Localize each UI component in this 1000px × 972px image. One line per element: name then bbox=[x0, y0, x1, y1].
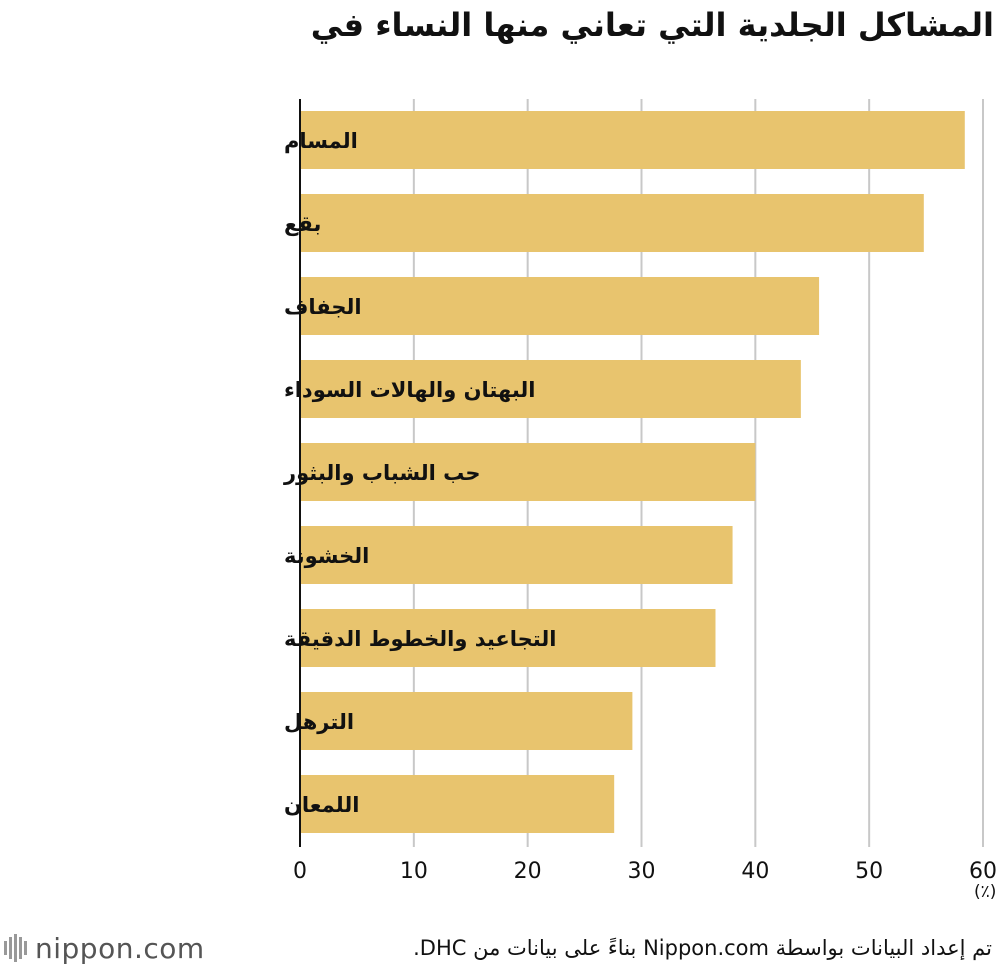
logo-bars-icon bbox=[4, 934, 27, 962]
category-label: حب الشباب والبثور bbox=[283, 461, 481, 485]
nippon-logo: nippon.com bbox=[4, 928, 205, 968]
logo-text: nippon.com bbox=[35, 931, 205, 965]
source-note: تم إعداد البيانات بواسطة Nippon.com بناء… bbox=[413, 936, 992, 960]
bar bbox=[300, 609, 716, 667]
category-label: التجاعيد والخطوط الدقيقة bbox=[284, 627, 556, 651]
x-tick-label: 40 bbox=[741, 859, 769, 884]
x-tick-label: 60 bbox=[969, 859, 997, 884]
x-tick-label: 10 bbox=[400, 859, 428, 884]
bar-layer bbox=[300, 111, 965, 833]
category-label-layer: المسام بقع الجفاف البهتان والهالات السوداء ح… bbox=[283, 129, 556, 817]
category-label: الخشونة bbox=[284, 544, 369, 568]
category-label: الترهل bbox=[284, 710, 354, 734]
category-label: اللمعان bbox=[284, 793, 359, 817]
chart-title: المشاكل الجلدية التي تعاني منها النساء ف… bbox=[310, 6, 994, 44]
bar bbox=[300, 194, 924, 252]
bar bbox=[300, 526, 733, 584]
x-tick-label: 30 bbox=[628, 859, 656, 884]
bar bbox=[300, 692, 633, 750]
bar bbox=[300, 775, 615, 833]
unit-label: (٪) bbox=[974, 882, 997, 902]
category-label: الجفاف bbox=[284, 295, 362, 319]
x-tick-label: 20 bbox=[514, 859, 542, 884]
category-label: المسام bbox=[284, 129, 358, 153]
category-label: بقع bbox=[284, 212, 321, 236]
bar bbox=[300, 443, 756, 501]
x-tick-label: 50 bbox=[855, 859, 883, 884]
bar bbox=[300, 360, 801, 418]
category-label: البهتان والهالات السوداء bbox=[284, 378, 535, 402]
x-tick-label: 0 bbox=[293, 859, 307, 884]
tick-label-layer: 0 10 20 30 40 50 60 bbox=[293, 859, 997, 884]
bar bbox=[300, 111, 965, 169]
bar bbox=[300, 277, 820, 335]
